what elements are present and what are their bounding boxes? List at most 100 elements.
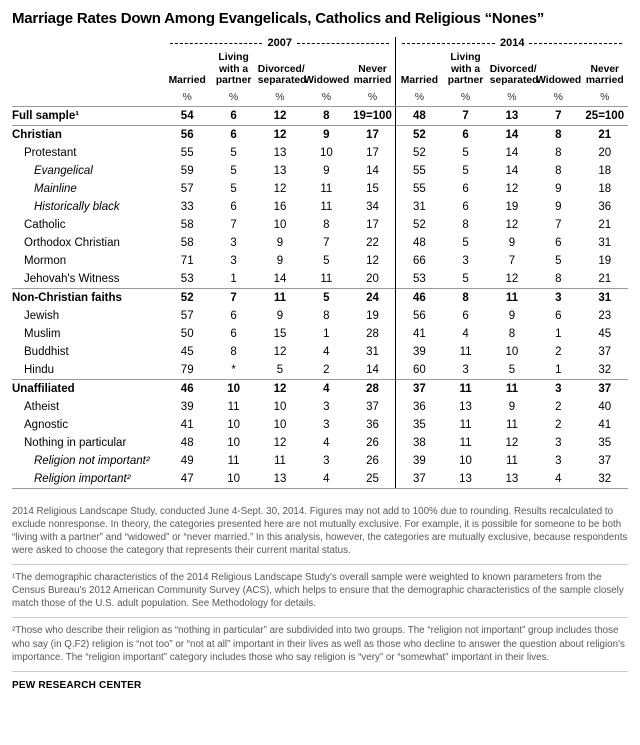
cell-2007: 24 [349, 287, 396, 307]
column-header-2007-4: Never married [353, 63, 392, 87]
percent-row: %%%%%%%%%% [12, 88, 628, 107]
percent-symbol: % [164, 88, 211, 107]
cell-2007: 12 [273, 182, 287, 195]
cell-2007: 79 [180, 363, 194, 376]
cell-2014: 37 [581, 378, 628, 398]
cell-2007: 11 [227, 454, 240, 467]
cell-2007: 4 [323, 436, 330, 449]
row-label: Protestant [24, 146, 77, 159]
table-row: Muslim 50 6 15 1 28 41 4 8 1 45 [12, 324, 628, 343]
cell-2007: 4 [303, 469, 350, 489]
cell-2007: 9 [276, 309, 284, 322]
spacer [12, 49, 164, 89]
cell-2014: 11 [459, 345, 472, 358]
row-label: Agnostic [24, 418, 69, 431]
cell-2014: 35 [395, 415, 443, 434]
cell-2007: 5 [230, 182, 237, 195]
cell-2014: 4 [462, 327, 469, 340]
footnote-2: ²Those who describe their religion as “n… [12, 617, 628, 670]
cell-2014: 11 [488, 378, 536, 398]
year-group-2014: 2014 [395, 37, 628, 49]
cell-2007: 11 [320, 182, 333, 195]
table-row: Jehovah's Witness 53 1 14 11 20 53 5 12 8 21 [12, 269, 628, 289]
cell-2014: 10 [505, 345, 519, 358]
row-label: Buddhist [24, 345, 69, 358]
cell-2014: 40 [598, 400, 612, 413]
cell-2007: 3 [230, 254, 237, 267]
table-row: Full sample¹ 54 6 12 8 19=100 48 7 13 7 25=100 [12, 106, 628, 126]
row-label: Christian [12, 124, 164, 144]
table-row: Unaffiliated 46 10 12 4 28 37 11 11 3 37 [12, 378, 628, 398]
cell-2014: 21 [598, 218, 612, 231]
cell-2007: 3 [323, 454, 330, 467]
table-row: Buddhist 45 8 12 4 31 39 11 10 2 37 [12, 342, 628, 361]
cell-2007: 57 [180, 182, 194, 195]
cell-2014: 48 [395, 233, 443, 252]
cell-2014: 37 [598, 345, 612, 358]
cell-2014: 60 [395, 360, 443, 380]
cell-2014: 35 [598, 436, 612, 449]
cell-2007: 46 [164, 378, 211, 398]
cell-2014: 10 [459, 454, 472, 467]
cell-2007: 8 [323, 109, 330, 122]
cell-2007: 12 [273, 345, 287, 358]
cell-2007: 53 [180, 272, 194, 285]
cell-2007: 15 [366, 182, 379, 195]
percent-symbol: % [581, 88, 628, 107]
cell-2014: 13 [442, 469, 489, 489]
marriage-rates-table: 2007 2014 Married Living with a partner Divo… [12, 37, 628, 489]
table-row: Historically black 33 6 16 11 34 31 6 19 9 36 [12, 197, 628, 216]
percent-symbol: % [488, 88, 536, 107]
row-label: Religion important² [12, 469, 164, 489]
table-row: Mormon 71 3 9 5 12 66 3 7 5 19 [12, 251, 628, 270]
column-header-2014-4: Never married [585, 63, 624, 87]
cell-2007: 14 [273, 272, 287, 285]
cell-2007: 8 [323, 218, 330, 231]
cell-2014: 37 [395, 378, 443, 398]
cell-2014: 66 [395, 251, 443, 270]
table-row: Christian 56 6 12 9 17 52 6 14 8 21 [12, 124, 628, 144]
cell-2007: 17 [349, 124, 396, 144]
cell-2007: 54 [180, 109, 194, 122]
table-row: Protestant 55 5 13 10 17 52 5 14 8 20 [12, 143, 628, 162]
cell-2014: 19 [598, 254, 612, 267]
cell-2007: 4 [303, 378, 350, 398]
cell-2014: 41 [598, 418, 612, 431]
table-header: 2007 2014 Married Living with a partner Divo… [12, 37, 628, 107]
row-label: Non-Christian faiths [12, 287, 164, 307]
row-label: Mormon [24, 254, 67, 267]
cell-2014: 9 [555, 200, 562, 213]
cell-2014: 8 [442, 287, 489, 307]
column-header-2007-3: Widowed [304, 75, 350, 87]
cell-2007: 11 [256, 287, 304, 307]
table-row: Orthodox Christian 58 3 9 7 22 48 5 9 6 31 [12, 233, 628, 252]
cell-2007: 9 [276, 254, 284, 267]
cell-2014: 8 [508, 327, 516, 340]
row-label: Jewish [24, 309, 60, 322]
cell-2014: 11 [442, 378, 489, 398]
cell-2014: 9 [555, 182, 562, 195]
cell-2014: 39 [395, 451, 443, 470]
column-header-2014-2: Divorced/ separated [489, 63, 539, 87]
cell-2007: 5 [276, 363, 284, 376]
cell-2007: 37 [366, 400, 379, 413]
cell-2007: 7 [323, 236, 330, 249]
cell-2014: 12 [505, 272, 519, 285]
cell-2007: 22 [366, 236, 379, 249]
cell-2014: 1 [555, 327, 562, 340]
cell-2007: 13 [273, 146, 287, 159]
cell-2007: 9 [323, 164, 330, 177]
table-row: Hindu 79 * 5 2 14 60 3 5 1 32 [12, 360, 628, 380]
cell-2014: 8 [555, 272, 562, 285]
cell-2007: 36 [366, 418, 379, 431]
cell-2014: 37 [395, 469, 443, 489]
cell-2014: 8 [462, 218, 469, 231]
cell-2014: 32 [598, 363, 612, 376]
table-row: Evangelical 59 5 13 9 14 55 5 14 8 18 [12, 161, 628, 180]
column-header-2014-1: Living with a partner [447, 52, 484, 87]
cell-2014: 5 [462, 146, 469, 159]
cell-2014: 52 [395, 143, 443, 162]
cell-2014: 48 [395, 106, 443, 126]
cell-2014: 7 [555, 109, 562, 122]
cell-2014: 12 [505, 436, 519, 449]
